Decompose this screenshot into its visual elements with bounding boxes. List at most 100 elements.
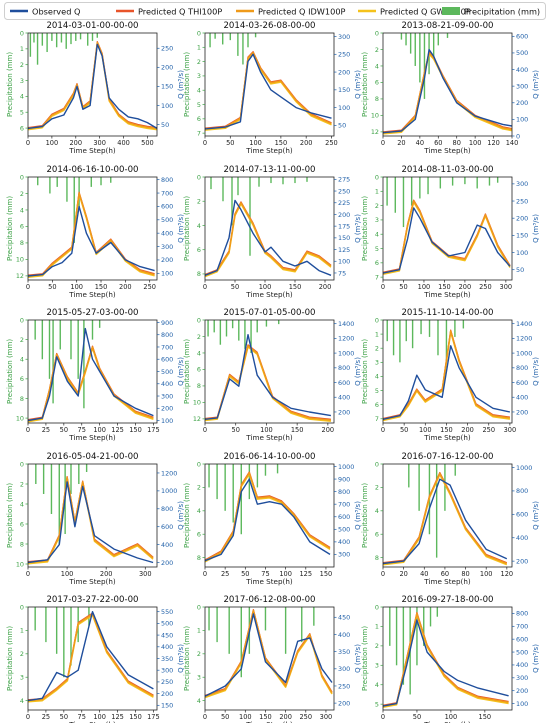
x-tick-label: 250 [143,283,156,291]
q-tick-label: 1400 [338,320,354,328]
panel: 2016-06-14-10-00-00 0 25 50 75 100 125 150 Time … [183,452,362,586]
x-tick-label: 200 [461,426,474,434]
precip-tick-label: 2 [375,46,379,54]
precip-tick-label: 7 [375,415,379,423]
x-tick-label: 150 [320,570,333,578]
precip-bar [208,464,210,488]
precip-tick-label: 4 [197,697,201,705]
precip-bar [254,33,257,38]
q-tick-label: 150 [516,232,528,240]
precip-tick-label: 0 [375,173,379,181]
panel-title: 2016-06-14-10-00-00 [223,452,315,462]
precip-bar [439,177,442,189]
precip-bar [78,464,80,484]
q-tick-label: 400 [516,66,528,74]
y-left-label: Precipitation (mm) [6,339,14,404]
precip-tick-label: 4 [375,507,379,515]
q-tick-label: 1000 [338,463,354,471]
precip-bar [278,320,280,325]
y-right-label: Q (m³/s) [354,501,362,530]
precip-bar [258,177,260,187]
q-tick-label: 200 [338,408,350,416]
x-tick-label: 0 [26,570,30,578]
precip-bar [77,320,79,379]
precip-tick-label: 4 [20,500,24,508]
precip-bar [52,320,54,404]
q-tick-label: 600 [516,33,528,41]
q-tick-label: 300 [161,392,173,400]
series-idw [382,612,509,707]
q-tick-label: 1000 [161,487,177,495]
precip-bar [100,177,102,186]
precip-bar [451,177,454,186]
precip-bar [284,607,287,654]
precip-tick-label: 4 [375,681,379,689]
series-gwr [382,613,509,709]
precip-tick-label: 6 [197,115,201,123]
x-tick-label: 0 [203,426,207,434]
q-tick-label: 225 [338,199,350,207]
q-tick-label: 200 [338,699,350,707]
precip-tick-label: 0 [197,29,201,37]
panel-title: 2014-03-26-08-00-00 [223,21,315,31]
x-tick-label: 200 [119,283,132,291]
precip-bar [66,177,68,202]
x-axis-label: Time Step(h) [68,290,116,299]
precip-tick-label: 6 [20,520,24,528]
precip-bar [222,33,224,45]
precip-bar [256,320,258,333]
y-left-label: Precipitation (mm) [183,196,191,261]
precip-bar [41,33,44,46]
x-tick-label: 50 [60,426,68,434]
precip-tick-label: 2 [20,480,24,488]
precip-tick-label: 12 [371,128,379,136]
precip-bar [419,33,421,83]
series-observed [27,611,154,702]
x-tick-label: 75 [78,426,86,434]
precip-tick-label: 12 [16,272,24,280]
precip-tick-label: 12 [193,415,201,423]
precip-tick-label: 8 [197,382,201,390]
precip-bar [432,33,435,58]
y-left-label: Precipitation (mm) [183,626,191,691]
precip-bar [420,320,422,335]
q-tick-label: 400 [338,394,350,402]
q-tick-label: 100 [338,258,350,266]
q-tick-label: 900 [338,475,350,483]
precip-bar [240,464,242,535]
q-tick-label: 100 [161,270,173,278]
precip-tick-label: 3 [197,674,201,682]
x-axis-label: Time Step(h) [68,577,116,586]
q-tick-label: 300 [516,82,528,90]
precip-bar [419,177,421,199]
q-tick-label: 600 [338,513,350,521]
legend-label: Predicted Q GWR100P [380,7,471,17]
precip-tick-label: 8 [375,95,379,103]
precip-tick-label: 1 [375,330,379,338]
x-tick-label: 25 [42,713,50,721]
precip-tick-label: 7 [197,129,201,137]
panel: 2017-06-12-08-00-00 0 50 100 150 200 250 300 Tim… [183,595,362,723]
x-tick-label: 100 [259,283,272,291]
precip-bar [437,33,439,46]
precip-tick-label: 6 [375,79,379,87]
precip-bar [410,177,413,206]
precip-tick-label: 0 [375,460,379,468]
precip-bar [228,607,230,654]
precip-bar [276,464,279,474]
y-right-label: Q (m³/s) [354,214,362,243]
series-observed [27,43,158,130]
legend-label: Precipitation (mm) [464,7,540,17]
q-tick-label: 450 [338,614,350,622]
precip-tick-label: 10 [371,112,379,120]
series-observed [27,205,155,277]
y-left-label: Precipitation (mm) [361,626,369,691]
x-tick-label: 500 [141,139,154,147]
precip-tick-label: 1 [197,44,201,52]
precip-bar [231,320,234,329]
x-tick-label: 120 [501,570,514,578]
x-tick-label: 150 [95,283,108,291]
y-right-label: Q (m³/s) [177,501,185,530]
q-tick-label: 200 [161,559,173,567]
